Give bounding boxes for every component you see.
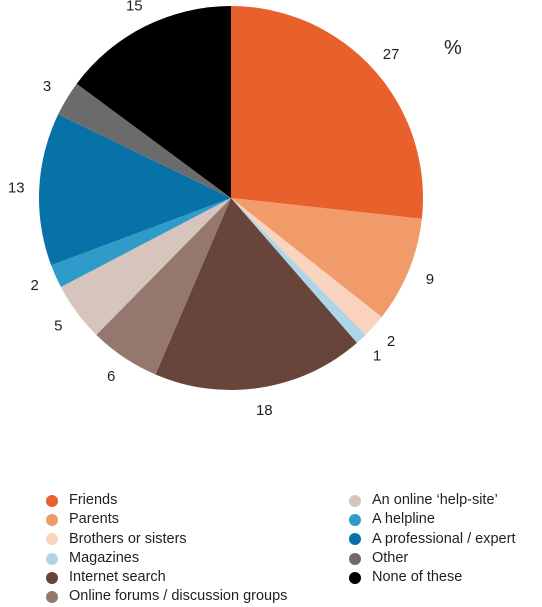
legend-label: None of these [372, 569, 463, 586]
legend-item-a-helpline: A helpline [349, 510, 515, 529]
legend-label: A helpline [372, 511, 435, 528]
legend-item-other: Other [349, 549, 515, 568]
legend-swatch [349, 533, 361, 546]
pie-slice-a-professional-expert [39, 114, 231, 266]
pie-slice-other [58, 83, 231, 198]
data-label-a-helpline: 2 [31, 277, 39, 294]
legend-item-brothers-or-sisters: Brothers or sisters [46, 530, 287, 549]
legend-left-column: Friends Parents Brothers or sisters Magazin… [46, 491, 287, 607]
pie-slice-online-forums-discussion-groups [96, 198, 232, 375]
legend-label: Online forums / discussion groups [69, 588, 288, 605]
legend-item-online-forums-discussion-groups: Online forums / discussion groups [46, 587, 287, 606]
legend-label: A professional / expert [372, 530, 516, 547]
pie-slice-brothers-or-sisters [231, 198, 382, 335]
data-label-a-professional-expert: 13 [8, 179, 25, 196]
legend-item-a-professional-expert: A professional / expert [349, 530, 515, 549]
pie-slice-an-online-help-site [60, 198, 231, 335]
legend-item-none-of-these: None of these [349, 568, 515, 587]
pie-slice-internet-search [155, 198, 357, 390]
data-label-magazines: 1 [373, 347, 381, 364]
data-label-friends: 27 [383, 46, 400, 63]
pie-slice-friends [231, 6, 424, 219]
legend-label: Brothers or sisters [69, 530, 187, 547]
legend-swatch [46, 591, 58, 604]
data-label-online-forums-discussion-groups: 6 [107, 368, 115, 385]
legend-label: Magazines [69, 549, 140, 566]
data-label-internet-search: 18 [256, 402, 273, 419]
pie-slice-a-helpline [51, 198, 231, 288]
legend-label: Internet search [69, 569, 166, 586]
legend-swatch [349, 571, 361, 584]
legend-swatch [46, 533, 58, 546]
legend-swatch [349, 513, 361, 526]
data-label-parents: 9 [426, 271, 434, 288]
data-label-brothers-or-sisters: 2 [387, 333, 395, 350]
legend-item-friends: Friends [46, 491, 287, 510]
data-label-an-online-help-site: 5 [54, 317, 62, 334]
data-label-none-of-these: 15 [126, 0, 143, 14]
legend-item-internet-search: Internet search [46, 568, 287, 587]
legend-swatch [46, 571, 58, 584]
pie-slice-magazines [231, 198, 366, 343]
legend-swatch [46, 494, 58, 507]
legend-label: Other [372, 549, 409, 566]
legend-swatch [349, 494, 361, 507]
legend-item-an-online-help-site: An online ‘help-site’ [349, 491, 515, 510]
legend-label: An online ‘help-site’ [372, 492, 498, 508]
legend-right-column: An online ‘help-site’ A helpline A profess… [349, 491, 515, 587]
pie-slice-none-of-these [76, 6, 232, 198]
legend-swatch [349, 552, 361, 565]
legend-item-magazines: Magazines [46, 549, 287, 568]
legend-swatch [46, 552, 58, 565]
legend-swatch [46, 513, 58, 526]
legend-item-parents: Parents [46, 510, 287, 529]
legend-label: Friends [69, 492, 118, 508]
data-label-other: 3 [43, 78, 51, 95]
unit-label: % [444, 37, 462, 59]
legend-label: Parents [69, 511, 119, 528]
pie-slice-parents [231, 198, 422, 318]
